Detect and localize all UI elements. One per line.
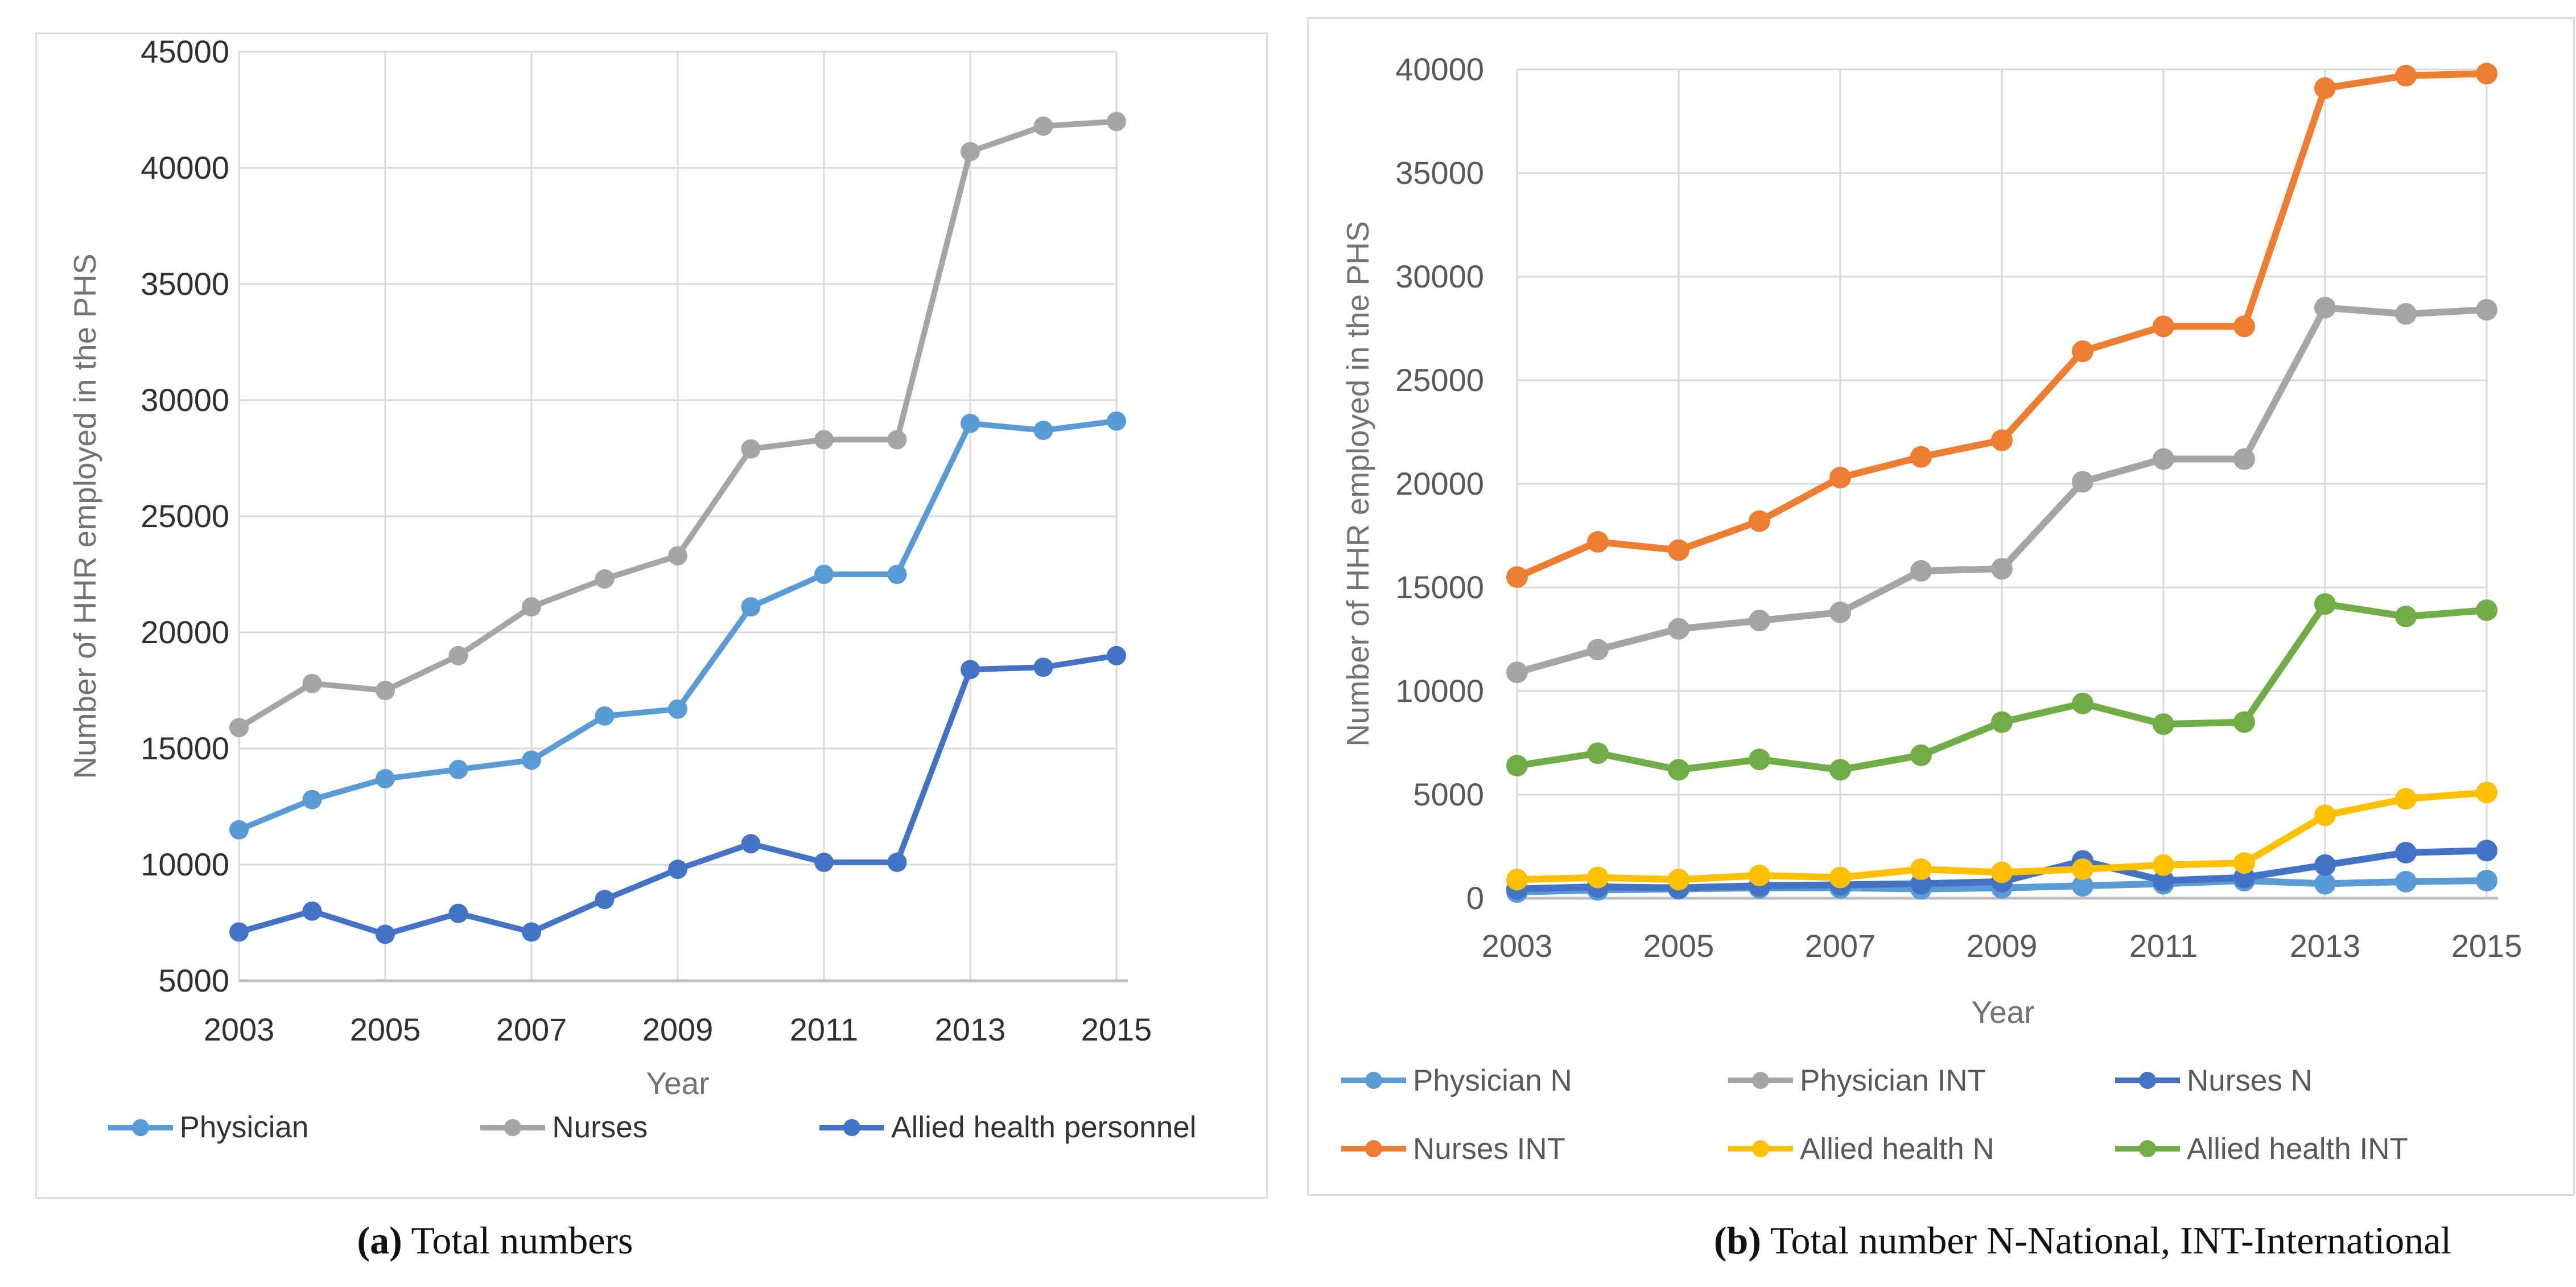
line-chart-national-international: 40000 35000 30000 25000 20000 15000 10000 5000 0… — [1395, 51, 2523, 964]
svg-text:2013: 2013 — [935, 1011, 1006, 1047]
legend-marker-icon — [1728, 1140, 1793, 1157]
legend-marker-icon — [1728, 1072, 1793, 1089]
legend-item-physician: Physician — [107, 1110, 309, 1145]
legend-total-numbers: Physician Nurses Allied health personnel — [37, 1110, 1266, 1145]
chart-panel-national-international: 40000 35000 30000 25000 20000 15000 10000 5000 0… — [1307, 17, 2575, 1196]
chart-panel-total-numbers: 45000 40000 35000 30000 25000 20000 15000 10000… — [35, 32, 1268, 1199]
legend-marker-icon — [1341, 1072, 1406, 1089]
svg-text:2013: 2013 — [2290, 928, 2361, 964]
caption-b-label: (b) — [1713, 1219, 1761, 1262]
svg-text:35000: 35000 — [141, 266, 229, 302]
caption-b-text: Total number N-National, INT-Internation… — [1761, 1219, 2452, 1262]
svg-text:40000: 40000 — [1395, 51, 1484, 87]
svg-text:5000: 5000 — [1413, 776, 1484, 812]
legend-item-physician-int: Physician INT — [1727, 1063, 2114, 1098]
legend-item-allied-health-int: Allied health INT — [2114, 1132, 2501, 1166]
subfigure-caption-b: (b) Total number N-National, INT-Interna… — [1593, 1218, 2572, 1272]
svg-text:15000: 15000 — [141, 730, 229, 766]
legend-label: Nurses INT — [1413, 1132, 1565, 1166]
legend-national-international: Physician N Physician INT Nurses N Nurses I… — [1340, 1046, 2501, 1183]
legend-label: Nurses N — [2187, 1063, 2313, 1097]
svg-text:25000: 25000 — [1395, 362, 1484, 398]
svg-text:35000: 35000 — [1395, 155, 1484, 191]
svg-text:30000: 30000 — [1395, 258, 1484, 294]
svg-text:0: 0 — [1466, 880, 1484, 916]
legend-item-physician-n: Physician N — [1340, 1063, 1727, 1098]
svg-text:15000: 15000 — [1395, 569, 1484, 605]
legend-marker-icon — [108, 1119, 173, 1136]
legend-marker-icon — [819, 1119, 885, 1136]
legend-item-allied-health-personnel: Allied health personnel — [818, 1110, 1197, 1145]
legend-marker-icon — [480, 1119, 546, 1136]
svg-text:10000: 10000 — [141, 846, 229, 882]
x-axis-title: Year — [1971, 994, 2035, 1030]
svg-text:5000: 5000 — [158, 963, 229, 998]
svg-text:2015: 2015 — [1081, 1011, 1152, 1047]
legend-marker-icon — [2115, 1140, 2180, 1157]
caption-a-text: Total numbers — [402, 1219, 633, 1262]
svg-text:2011: 2011 — [790, 1011, 858, 1047]
legend-marker-icon — [2115, 1072, 2180, 1089]
svg-text:20000: 20000 — [141, 614, 229, 650]
svg-text:2009: 2009 — [642, 1011, 714, 1047]
svg-text:25000: 25000 — [141, 498, 229, 534]
svg-text:2007: 2007 — [1805, 928, 1876, 964]
caption-a-label: (a) — [357, 1219, 402, 1262]
y-axis-title: Number of HHR employed in the PHS — [67, 253, 102, 779]
legend-label: Allied health personnel — [891, 1111, 1197, 1144]
svg-text:45000: 45000 — [141, 34, 229, 69]
legend-item-nurses-int: Nurses INT — [1340, 1132, 1727, 1166]
legend-item-nurses: Nurses — [479, 1110, 648, 1145]
legend-label: Physician INT — [1800, 1063, 1986, 1097]
svg-text:40000: 40000 — [141, 150, 229, 186]
legend-label: Physician N — [1413, 1063, 1572, 1097]
subfigure-caption-a: (a) Total numbers — [114, 1218, 876, 1272]
svg-text:2011: 2011 — [2129, 928, 2198, 964]
legend-item-nurses-n: Nurses N — [2114, 1063, 2501, 1098]
legend-label: Allied health N — [1800, 1132, 1994, 1166]
svg-text:2015: 2015 — [2451, 928, 2523, 964]
line-chart-total-numbers: 45000 40000 35000 30000 25000 20000 15000 10000… — [141, 34, 1152, 1047]
legend-label: Nurses — [552, 1111, 648, 1144]
y-axis-title: Number of HHR employed in the PHS — [1340, 221, 1375, 747]
legend-item-allied-health-n: Allied health N — [1727, 1132, 2114, 1166]
svg-text:2007: 2007 — [496, 1011, 567, 1047]
svg-text:2003: 2003 — [1482, 928, 1553, 964]
legend-label: Allied health INT — [2187, 1132, 2408, 1166]
svg-text:2005: 2005 — [1643, 928, 1714, 964]
legend-marker-icon — [1341, 1140, 1406, 1157]
svg-text:10000: 10000 — [1395, 673, 1484, 709]
svg-text:30000: 30000 — [141, 382, 229, 418]
svg-text:2003: 2003 — [204, 1011, 275, 1047]
svg-text:20000: 20000 — [1395, 466, 1484, 501]
svg-text:2005: 2005 — [350, 1011, 421, 1047]
svg-text:2009: 2009 — [1967, 928, 2038, 964]
legend-label: Physician — [179, 1111, 309, 1144]
x-axis-title: Year — [646, 1066, 710, 1101]
